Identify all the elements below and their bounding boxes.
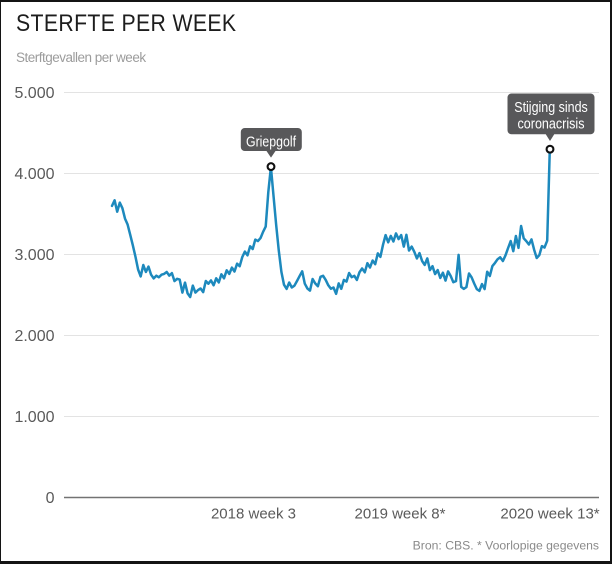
svg-text:2019 week 8*: 2019 week 8* [355, 506, 446, 523]
svg-text:1.000: 1.000 [14, 409, 54, 426]
svg-text:2018 week 3: 2018 week 3 [211, 506, 296, 523]
svg-text:0: 0 [46, 490, 55, 507]
svg-text:2020 week 13*: 2020 week 13* [500, 506, 599, 523]
svg-text:Griepgolf: Griepgolf [246, 133, 297, 150]
svg-text:coronacrisis: coronacrisis [518, 116, 585, 133]
svg-text:Bron: CBS. * Voorlopige gegeve: Bron: CBS. * Voorlopige gegevens [413, 539, 599, 553]
svg-text:Stijging sinds: Stijging sinds [514, 99, 588, 116]
svg-text:5.000: 5.000 [14, 85, 54, 102]
svg-text:3.000: 3.000 [14, 247, 54, 264]
svg-text:4.000: 4.000 [14, 166, 54, 183]
svg-text:2.000: 2.000 [14, 328, 54, 345]
